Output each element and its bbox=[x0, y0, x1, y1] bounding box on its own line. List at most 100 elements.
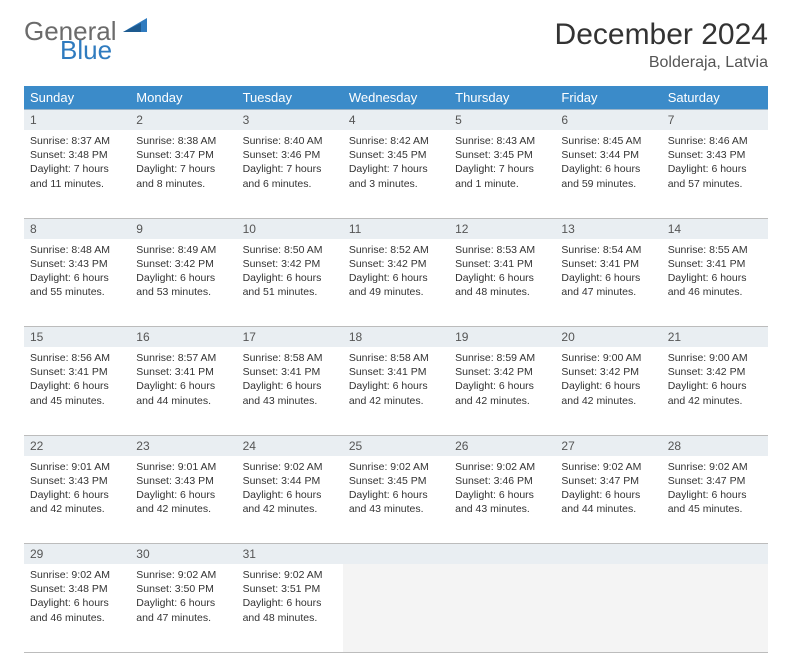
sunrise-text: Sunrise: 9:02 AM bbox=[243, 460, 337, 474]
sunrise-text: Sunrise: 8:48 AM bbox=[30, 243, 124, 257]
day-content-cell: Sunrise: 8:56 AMSunset: 3:41 PMDaylight:… bbox=[24, 347, 130, 435]
day-content-row: Sunrise: 8:48 AMSunset: 3:43 PM Daylight:… bbox=[24, 239, 768, 327]
day-content-row: Sunrise: 8:37 AMSunset: 3:48 PMDaylight:… bbox=[24, 130, 768, 218]
day-content-cell: Sunrise: 8:38 AMSunset: 3:47 PMDaylight:… bbox=[130, 130, 236, 218]
day-number-cell: 30 bbox=[130, 544, 236, 565]
day-content-cell: Sunrise: 9:00 AMSunset: 3:42 PMDaylight:… bbox=[662, 347, 768, 435]
sunset-text: Sunset: 3:41 PM bbox=[243, 365, 337, 379]
calendar-table: Sunday Monday Tuesday Wednesday Thursday… bbox=[24, 86, 768, 653]
sunset-text: Sunset: 3:42 PM bbox=[136, 257, 230, 271]
day-content-cell: Sunrise: 8:57 AMSunset: 3:41 PMDaylight:… bbox=[130, 347, 236, 435]
day-number-cell: 12 bbox=[449, 218, 555, 239]
sunrise-text: Sunrise: 8:53 AM bbox=[455, 243, 549, 257]
weekday-header: Wednesday bbox=[343, 86, 449, 110]
sunrise-text: Sunrise: 8:40 AM bbox=[243, 134, 337, 148]
day-number-cell: 20 bbox=[555, 327, 661, 348]
brand-logo: General Blue bbox=[24, 18, 147, 72]
title-block: December 2024 Bolderaja, Latvia bbox=[555, 18, 768, 72]
day-number-cell bbox=[343, 544, 449, 565]
sunrise-text: Sunrise: 9:02 AM bbox=[668, 460, 762, 474]
daylight-text: Daylight: 6 hours and 44 minutes. bbox=[561, 488, 655, 516]
sunrise-text: Sunrise: 9:00 AM bbox=[561, 351, 655, 365]
day-number: 12 bbox=[455, 222, 468, 236]
day-number: 26 bbox=[455, 439, 468, 453]
day-content-cell bbox=[343, 564, 449, 652]
day-number: 1 bbox=[30, 113, 37, 127]
day-content-cell: Sunrise: 9:02 AMSunset: 3:47 PMDaylight:… bbox=[555, 456, 661, 544]
day-number-cell bbox=[662, 544, 768, 565]
sunset-text: Sunset: 3:50 PM bbox=[136, 582, 230, 596]
day-content-cell: Sunrise: 9:02 AMSunset: 3:44 PMDaylight:… bbox=[237, 456, 343, 544]
daylight-text: Daylight: 6 hours and 53 minutes. bbox=[136, 271, 230, 299]
sunset-text: Sunset: 3:46 PM bbox=[243, 148, 337, 162]
day-number: 7 bbox=[668, 113, 675, 127]
daylight-text: Daylight: 7 hours and 11 minutes. bbox=[30, 162, 124, 190]
daylight-text: Daylight: 6 hours and 43 minutes. bbox=[455, 488, 549, 516]
day-number-cell: 16 bbox=[130, 327, 236, 348]
day-number: 20 bbox=[561, 330, 574, 344]
day-number-cell: 26 bbox=[449, 435, 555, 456]
sunset-text: Sunset: 3:44 PM bbox=[243, 474, 337, 488]
sunset-text: Sunset: 3:43 PM bbox=[668, 148, 762, 162]
weekday-header: Tuesday bbox=[237, 86, 343, 110]
day-number-cell: 5 bbox=[449, 110, 555, 131]
day-number: 31 bbox=[243, 547, 256, 561]
daylight-text: Daylight: 6 hours and 44 minutes. bbox=[136, 379, 230, 407]
sunrise-text: Sunrise: 8:50 AM bbox=[243, 243, 337, 257]
day-number-cell: 10 bbox=[237, 218, 343, 239]
day-content-cell: Sunrise: 8:42 AMSunset: 3:45 PMDaylight:… bbox=[343, 130, 449, 218]
sunrise-text: Sunrise: 9:01 AM bbox=[136, 460, 230, 474]
daylight-text: Daylight: 6 hours and 46 minutes. bbox=[30, 596, 124, 624]
weekday-header: Sunday bbox=[24, 86, 130, 110]
day-content-cell bbox=[555, 564, 661, 652]
sunset-text: Sunset: 3:41 PM bbox=[561, 257, 655, 271]
weekday-header: Monday bbox=[130, 86, 236, 110]
sunrise-text: Sunrise: 8:42 AM bbox=[349, 134, 443, 148]
sunset-text: Sunset: 3:44 PM bbox=[561, 148, 655, 162]
daylight-text: Daylight: 6 hours and 45 minutes. bbox=[30, 379, 124, 407]
sunset-text: Sunset: 3:46 PM bbox=[455, 474, 549, 488]
daylight-text: Daylight: 6 hours and 57 minutes. bbox=[668, 162, 762, 190]
day-number-cell bbox=[555, 544, 661, 565]
day-content-cell: Sunrise: 8:52 AMSunset: 3:42 PMDaylight:… bbox=[343, 239, 449, 327]
day-number: 13 bbox=[561, 222, 574, 236]
day-content-cell: Sunrise: 9:02 AMSunset: 3:45 PMDaylight:… bbox=[343, 456, 449, 544]
day-number: 19 bbox=[455, 330, 468, 344]
sunset-text: Sunset: 3:41 PM bbox=[668, 257, 762, 271]
day-number: 28 bbox=[668, 439, 681, 453]
sunset-text: Sunset: 3:48 PM bbox=[30, 148, 124, 162]
sunset-text: Sunset: 3:41 PM bbox=[455, 257, 549, 271]
day-content-cell: Sunrise: 8:50 AMSunset: 3:42 PMDaylight:… bbox=[237, 239, 343, 327]
day-number-cell: 25 bbox=[343, 435, 449, 456]
sunset-text: Sunset: 3:51 PM bbox=[243, 582, 337, 596]
day-number: 10 bbox=[243, 222, 256, 236]
day-content-cell: Sunrise: 9:02 AMSunset: 3:50 PMDaylight:… bbox=[130, 564, 236, 652]
sunset-text: Sunset: 3:41 PM bbox=[349, 365, 443, 379]
daylight-text: Daylight: 6 hours and 43 minutes. bbox=[349, 488, 443, 516]
day-number-cell: 28 bbox=[662, 435, 768, 456]
sunset-text: Sunset: 3:43 PM bbox=[30, 257, 124, 271]
day-number: 4 bbox=[349, 113, 356, 127]
day-number-cell: 19 bbox=[449, 327, 555, 348]
day-content-cell: Sunrise: 8:46 AMSunset: 3:43 PMDaylight:… bbox=[662, 130, 768, 218]
day-number: 30 bbox=[136, 547, 149, 561]
day-content-cell: Sunrise: 8:49 AMSunset: 3:42 PMDaylight:… bbox=[130, 239, 236, 327]
weekday-header-row: Sunday Monday Tuesday Wednesday Thursday… bbox=[24, 86, 768, 110]
sunrise-text: Sunrise: 9:02 AM bbox=[243, 568, 337, 582]
sunset-text: Sunset: 3:48 PM bbox=[30, 582, 124, 596]
day-number-cell: 8 bbox=[24, 218, 130, 239]
day-number-cell: 17 bbox=[237, 327, 343, 348]
sunrise-text: Sunrise: 8:57 AM bbox=[136, 351, 230, 365]
daylight-text: Daylight: 6 hours and 42 minutes. bbox=[30, 488, 124, 516]
day-number: 25 bbox=[349, 439, 362, 453]
day-number-row: 1234567 bbox=[24, 110, 768, 131]
day-number-cell: 15 bbox=[24, 327, 130, 348]
sunset-text: Sunset: 3:42 PM bbox=[349, 257, 443, 271]
day-number-row: 293031 bbox=[24, 544, 768, 565]
sunrise-text: Sunrise: 8:46 AM bbox=[668, 134, 762, 148]
day-number-row: 15161718192021 bbox=[24, 327, 768, 348]
day-content-row: Sunrise: 8:56 AM Sunset: 3:41 PM Daylight:… bbox=[24, 347, 768, 435]
day-content-cell: Sunrise: 8:59 AMSunset: 3:42 PMDaylight:… bbox=[449, 347, 555, 435]
sunrise-text: Sunrise: 8:56 AM bbox=[30, 351, 124, 365]
sunrise-text: Sunrise: 8:38 AM bbox=[136, 134, 230, 148]
